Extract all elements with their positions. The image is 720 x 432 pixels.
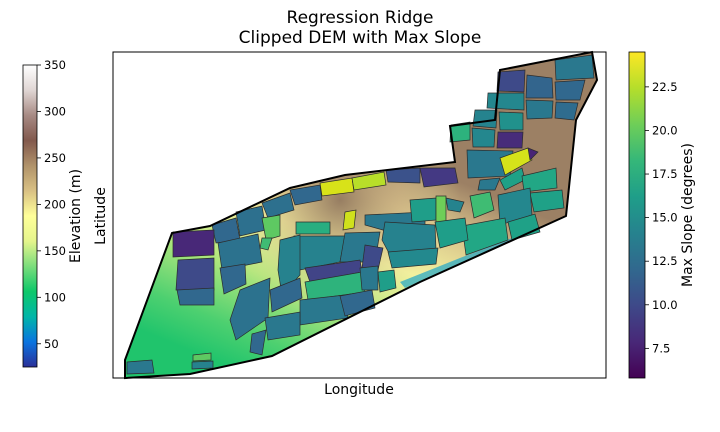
slope-polygon <box>217 233 263 271</box>
slope-polygon <box>554 79 586 101</box>
slope-polygon <box>172 229 215 258</box>
slope-polygon <box>387 247 439 269</box>
slope-polygon <box>525 74 554 99</box>
slope-polygon <box>377 269 397 293</box>
slope-polygon <box>527 147 539 161</box>
slope-polygon <box>445 197 465 213</box>
slope-polygon <box>385 167 421 184</box>
chart-subtitle: Clipped DEM with Max Slope <box>239 28 482 48</box>
slope-polygon <box>434 217 469 249</box>
elevation-colorbar-fill <box>22 64 38 368</box>
slope-tick-label: 10.0 <box>652 298 678 312</box>
slope-polygon <box>507 213 541 241</box>
slope-polygon <box>191 360 214 370</box>
x-axis-label: Longitude <box>324 382 394 398</box>
slope-polygon <box>261 214 281 241</box>
slope-polygon <box>126 359 155 375</box>
slope-ticks: 7.5 10.0 12.5 15.0 17.5 20.0 22.5 <box>645 80 678 355</box>
slope-polygon <box>319 177 355 197</box>
slope-polygon <box>449 121 471 143</box>
slope-polygon <box>351 171 387 191</box>
slope-polygon <box>461 217 509 256</box>
slope-polygon <box>419 167 459 188</box>
slope-polygon <box>295 221 331 235</box>
slope-polygon <box>175 257 215 291</box>
map-frame <box>112 51 607 379</box>
elevation-tick-label: 250 <box>44 151 66 165</box>
slope-polygon <box>409 197 437 223</box>
elevation-colorbar: 50 100 150 200 250 300 350 Elevation (m) <box>22 58 84 368</box>
slope-tick-label: 20.0 <box>652 123 678 137</box>
slope-polygon <box>269 277 303 313</box>
y-axis-label: Latitude <box>93 187 109 245</box>
slope-polygon <box>554 54 595 81</box>
elevation-tick-label: 300 <box>44 104 66 118</box>
slope-polygon <box>219 263 247 295</box>
slope-polygon <box>359 265 379 291</box>
slope-polygon <box>261 192 295 219</box>
map-axes: Longitude Latitude <box>93 50 607 398</box>
slope-polygon <box>192 352 212 362</box>
slope-tick-label: 7.5 <box>652 341 670 355</box>
slope-polygon <box>435 195 447 225</box>
slope-polygon <box>342 209 357 231</box>
slope-polygon <box>496 131 524 149</box>
slope-polygon <box>496 69 526 93</box>
elevation-tick-label: 200 <box>44 197 66 211</box>
region-boundary <box>124 50 599 380</box>
slope-tick-label: 12.5 <box>652 254 678 268</box>
slope-polygon <box>471 127 496 148</box>
slope-polygon <box>229 277 271 341</box>
slope-colorbar: 7.5 10.0 12.5 15.0 17.5 20.0 22.5 Max Slope (d… <box>628 51 696 379</box>
slope-colorbar-label: Max Slope (degrees) <box>680 143 696 287</box>
slope-polygon <box>529 189 565 213</box>
slope-polygon <box>289 184 323 206</box>
slope-polygons <box>126 54 595 375</box>
chart-title: Regression Ridge <box>287 8 434 28</box>
slope-polygon <box>176 287 215 306</box>
slope-colorbar-fill <box>628 51 646 379</box>
slope-tick-label: 22.5 <box>652 80 678 94</box>
elevation-tick-label: 350 <box>44 58 66 72</box>
slope-tick-label: 17.5 <box>652 167 678 181</box>
slope-polygon <box>469 191 495 219</box>
slope-polygon <box>486 92 525 111</box>
slope-polygon <box>554 101 579 121</box>
slope-polygon <box>264 311 301 341</box>
slope-polygon <box>477 177 501 191</box>
slope-polygon <box>521 167 558 193</box>
slope-polygon <box>499 147 533 176</box>
slope-tick-label: 15.0 <box>652 211 678 225</box>
elevation-tick-label: 50 <box>44 337 59 351</box>
slope-polygon <box>259 237 273 251</box>
elevation-colorbar-label: Elevation (m) <box>68 169 84 263</box>
elevation-tick-label: 100 <box>44 290 66 304</box>
elevation-tick-label: 150 <box>44 244 66 258</box>
slope-polygon <box>498 111 524 131</box>
slope-polygon <box>472 109 498 129</box>
slope-polygon <box>249 329 267 356</box>
slope-polygon <box>525 99 554 120</box>
elevation-ticks: 50 100 150 200 250 300 350 <box>37 58 66 351</box>
